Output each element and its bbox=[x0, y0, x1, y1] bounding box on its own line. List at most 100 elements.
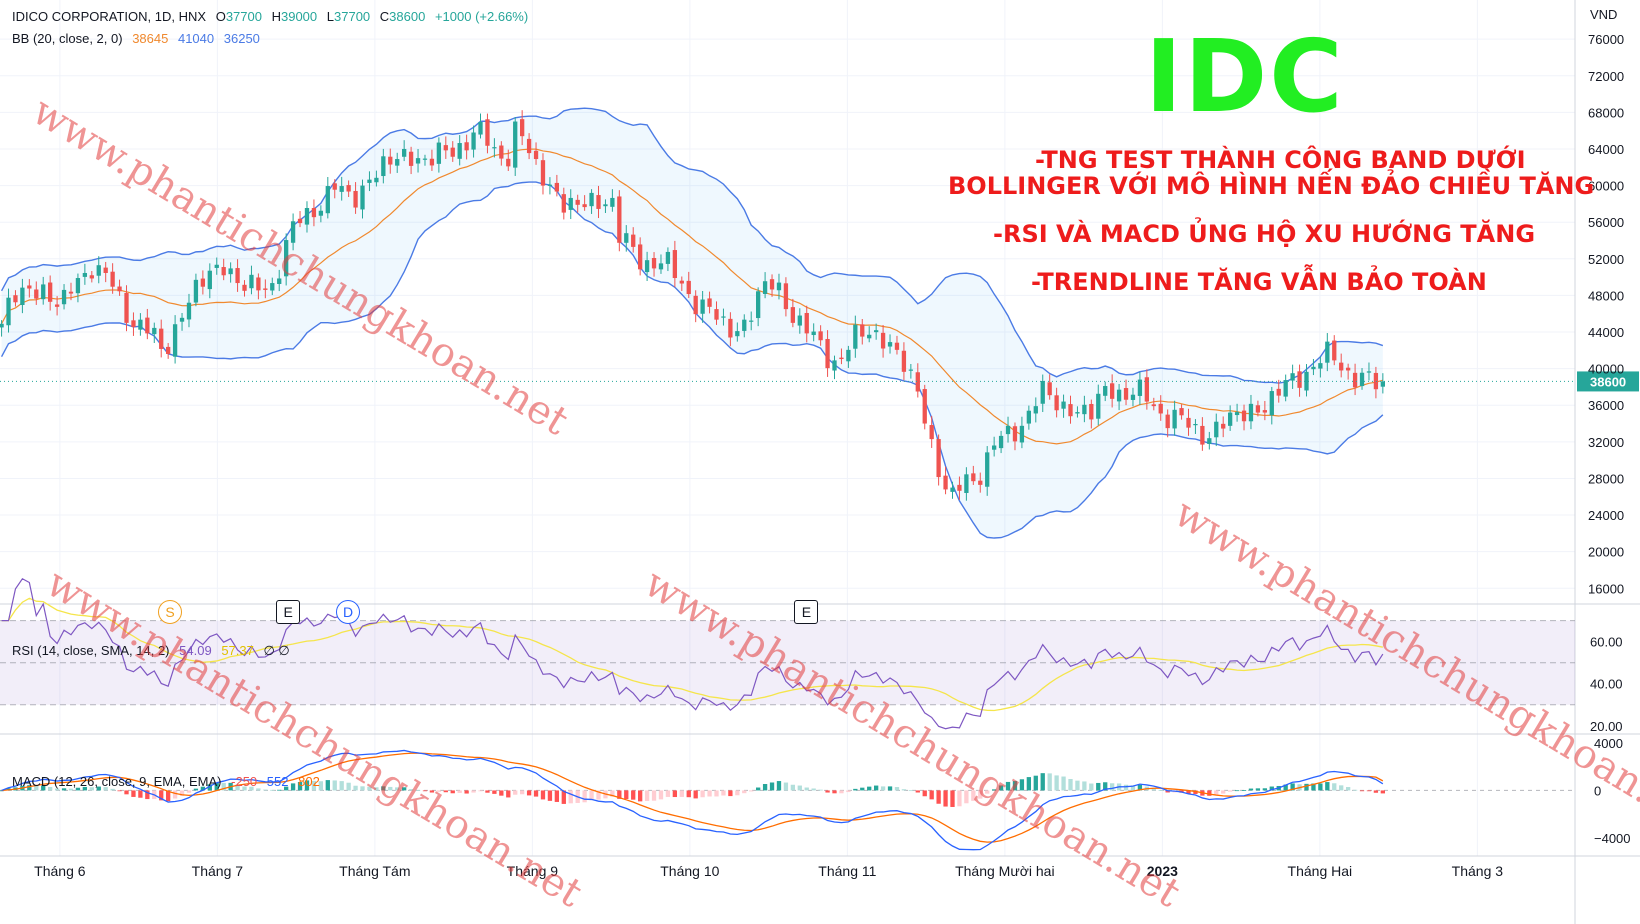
macd-hist-bar bbox=[96, 786, 101, 791]
time-axis-label: Tháng Mười hai bbox=[955, 863, 1054, 879]
candle-body bbox=[1040, 380, 1045, 404]
macd-hist-bar bbox=[1165, 790, 1170, 793]
macd-hist-bar bbox=[1214, 790, 1219, 795]
macd-hist-bar bbox=[1103, 782, 1108, 791]
macd-hist-bar bbox=[117, 790, 122, 792]
macd-hist-bar bbox=[887, 786, 893, 791]
macd-hist-bar bbox=[783, 782, 789, 791]
macd-hist-bar bbox=[395, 787, 400, 791]
candle-body bbox=[714, 309, 719, 320]
macd-hist-bar bbox=[1047, 773, 1052, 791]
candle-body bbox=[825, 338, 830, 369]
macd-hist-bar bbox=[728, 790, 733, 797]
candle-body bbox=[242, 284, 247, 291]
candle-body bbox=[1311, 366, 1316, 370]
macd-hist-bar bbox=[277, 789, 282, 791]
macd-hist-bar bbox=[964, 790, 969, 804]
candle-body bbox=[1151, 404, 1156, 407]
macd-hist-bar bbox=[686, 790, 691, 798]
candle-body bbox=[408, 151, 414, 166]
event-marker-e[interactable]: E bbox=[276, 600, 301, 624]
macd-hist-bar bbox=[957, 790, 962, 807]
price-tick-label: 20000 bbox=[1588, 545, 1624, 560]
price-tick-label: 56000 bbox=[1588, 215, 1624, 230]
candle-body bbox=[818, 331, 823, 341]
bb-label: BB (20, close, 2, 0) bbox=[12, 31, 123, 46]
candle-body bbox=[603, 204, 608, 207]
candle-body bbox=[1047, 382, 1052, 396]
candle-body bbox=[631, 234, 636, 247]
macd-hist-bar bbox=[568, 790, 573, 804]
macd-hist-bar bbox=[908, 790, 914, 792]
macd-hist-bar bbox=[1005, 781, 1011, 791]
macd-hist-bar bbox=[1255, 788, 1261, 791]
candle-body bbox=[936, 439, 941, 478]
macd-hist-bar bbox=[873, 785, 879, 791]
candle-body bbox=[1221, 423, 1226, 429]
candle-body bbox=[1158, 403, 1163, 414]
macd-hist-bar bbox=[1137, 784, 1143, 791]
macd-hist-bar bbox=[742, 790, 747, 794]
macd-tick-label: −4000 bbox=[1594, 831, 1631, 846]
candle-body bbox=[332, 183, 337, 190]
event-marker-s[interactable]: S bbox=[158, 600, 183, 624]
macd-hist-bar bbox=[429, 790, 435, 793]
macd-hist-bar bbox=[1068, 778, 1073, 791]
time-axis-label: Tháng 6 bbox=[34, 863, 86, 879]
candle-body bbox=[547, 184, 553, 186]
candle-body bbox=[846, 349, 851, 362]
macd-hist-bar bbox=[915, 790, 920, 793]
candle-body bbox=[277, 278, 282, 284]
bb-upper-value: 41040 bbox=[177, 31, 215, 46]
candle-body bbox=[1186, 417, 1191, 428]
candle-body bbox=[749, 320, 754, 322]
candle-body bbox=[894, 342, 900, 350]
candle-body bbox=[374, 177, 379, 183]
candle-body bbox=[1130, 394, 1136, 400]
candle-body bbox=[1283, 380, 1288, 397]
candle-body bbox=[1345, 367, 1351, 371]
candle-body bbox=[1352, 372, 1358, 388]
macd-hist-bar bbox=[492, 790, 497, 794]
close-label: C bbox=[379, 9, 390, 24]
candle-body bbox=[520, 119, 525, 137]
candle-body bbox=[367, 179, 372, 183]
macd-hist-bar bbox=[1158, 790, 1163, 791]
note-line-3: -RSI VÀ MACD ỦNG HỘ XU HƯỚNG TĂNG bbox=[993, 220, 1536, 248]
candle-body bbox=[68, 291, 74, 294]
candle-body bbox=[478, 121, 483, 135]
macd-hist-bar bbox=[554, 790, 560, 802]
low-value: 37700 bbox=[334, 9, 371, 24]
candle-body bbox=[200, 278, 206, 287]
candle-body bbox=[783, 283, 789, 310]
candle-body bbox=[978, 480, 983, 485]
open-value: 37700 bbox=[225, 9, 262, 24]
candle-body bbox=[82, 272, 88, 277]
candle-body bbox=[797, 315, 802, 326]
candle-body bbox=[297, 218, 303, 224]
candle-body bbox=[554, 182, 560, 192]
macd-hist-bar bbox=[929, 790, 934, 800]
candle-body bbox=[811, 331, 816, 336]
candle-body bbox=[617, 196, 622, 243]
candle-body bbox=[540, 160, 546, 186]
note-line-4: -TRENDLINE TĂNG VẪN BẢO TOÀN bbox=[1031, 268, 1487, 296]
event-marker-d[interactable]: D bbox=[336, 600, 361, 624]
macd-hist-bar bbox=[166, 790, 171, 802]
bb-upper-line bbox=[0, 107, 1384, 384]
candle-body bbox=[13, 295, 18, 303]
macd-hist-bar bbox=[936, 790, 941, 804]
currency-label: VND bbox=[1590, 7, 1617, 22]
event-marker-e[interactable]: E bbox=[794, 600, 819, 624]
macd-hist-bar bbox=[985, 790, 990, 794]
candle-body bbox=[110, 271, 115, 287]
macd-hist-bar bbox=[1241, 790, 1247, 791]
candle-body bbox=[1234, 412, 1240, 416]
macd-hist-bar bbox=[707, 790, 712, 797]
macd-hist-bar bbox=[422, 790, 428, 792]
macd-hist-bar bbox=[186, 790, 192, 793]
macd-hist-bar bbox=[450, 790, 455, 794]
candle-body bbox=[6, 297, 11, 326]
macd-hist-bar bbox=[1019, 779, 1025, 791]
